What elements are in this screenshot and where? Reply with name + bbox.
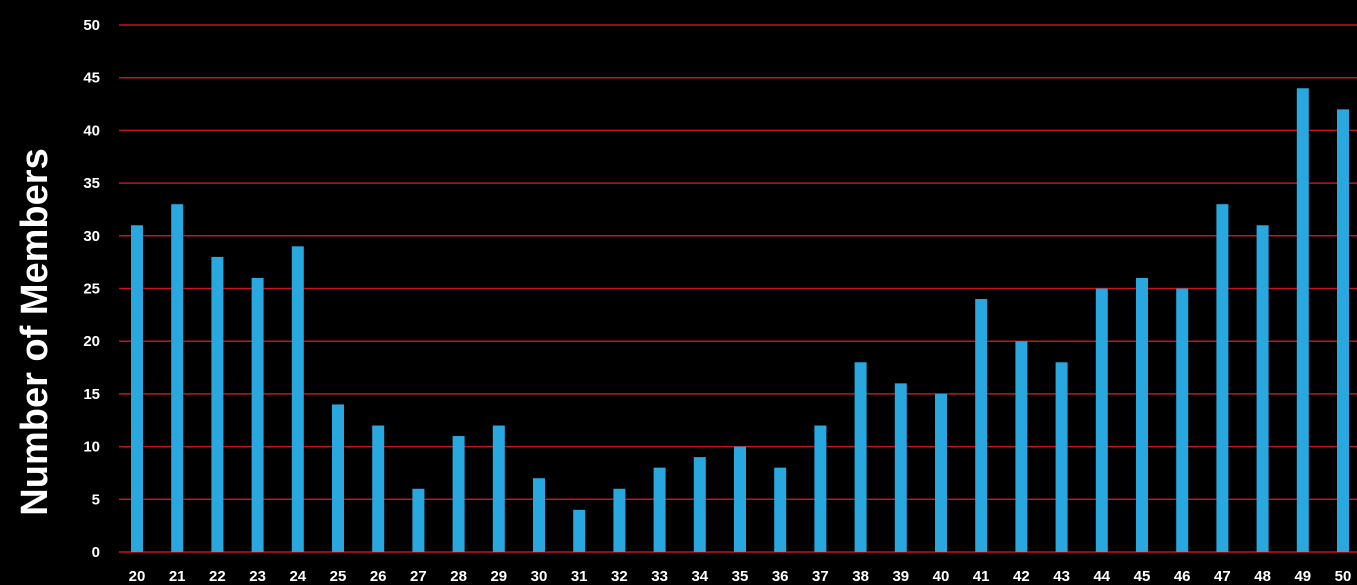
y-tick-label: 40 [83,122,100,139]
x-tick-label: 20 [129,568,146,585]
bar [412,488,425,552]
x-tick-label: 47 [1214,568,1231,585]
x-axis-ticks: 20 21 22 23 24 25 26 27 28 29 30 31 32 33 34 35 36 37 38 39… [129,568,1352,585]
bar [975,299,988,552]
x-tick-label: 28 [450,568,467,585]
y-tick-label: 20 [83,333,100,350]
x-tick-label: 41 [973,568,990,585]
x-tick-label: 49 [1294,568,1311,585]
x-tick-label: 32 [611,568,628,585]
bar [1337,109,1349,552]
bar [935,393,947,552]
bar [332,404,344,552]
x-tick-label: 25 [330,568,347,585]
x-tick-label: 34 [691,568,708,585]
x-tick-label: 46 [1174,568,1191,585]
bar [734,446,746,552]
x-tick-label: 22 [209,568,226,585]
bar [894,383,907,552]
bar [814,425,827,552]
bar [452,436,465,552]
y-tick-label: 50 [83,17,100,34]
x-tick-label: 30 [531,568,548,585]
bar [653,467,666,552]
x-tick-label: 50 [1335,568,1352,585]
y-tick-label: 35 [83,175,100,192]
bar [1296,88,1309,553]
x-tick-label: 36 [772,568,789,585]
bar [1216,204,1229,552]
bar [1015,341,1028,552]
x-tick-label: 35 [732,568,749,585]
x-tick-label: 38 [852,568,869,585]
y-tick-label: 5 [92,491,100,508]
gridlines [119,24,1357,553]
x-tick-label: 26 [370,568,387,585]
x-tick-label: 43 [1053,568,1070,585]
bar [291,246,304,552]
bar [251,277,264,552]
bar [372,425,385,552]
bar [1136,277,1148,552]
bar [573,509,586,552]
bars [131,88,1349,553]
x-tick-label: 44 [1093,568,1110,585]
bar [533,478,545,552]
x-tick-label: 24 [289,568,306,585]
x-tick-label: 42 [1013,568,1030,585]
y-tick-label: 0 [92,544,100,561]
x-tick-label: 27 [410,568,427,585]
x-tick-label: 48 [1254,568,1271,585]
x-tick-label: 31 [571,568,588,585]
y-tick-label: 15 [83,386,100,403]
bar [492,425,505,552]
y-tick-label: 25 [83,281,100,298]
bar [1095,288,1108,552]
bar [211,256,224,552]
bar [854,362,867,552]
y-axis-ticks: 0 5 10 15 20 25 30 35 40 45 50 [83,17,100,561]
x-tick-label: 45 [1134,568,1151,585]
x-tick-label: 33 [651,568,668,585]
bar [774,467,787,552]
x-tick-label: 40 [933,568,950,585]
bar [1176,288,1189,552]
bar [693,457,706,552]
y-tick-label: 10 [83,439,100,456]
x-tick-label: 21 [169,568,186,585]
x-tick-label: 29 [490,568,507,585]
bar [613,488,626,552]
y-axis-title: Number of Members [14,148,56,515]
x-tick-label: 23 [249,568,266,585]
bar [1256,225,1269,552]
x-tick-label: 39 [892,568,909,585]
y-tick-label: 45 [83,70,100,87]
bar [131,225,143,552]
bar [1055,362,1068,552]
bar [171,204,184,552]
x-tick-label: 37 [812,568,829,585]
y-tick-label: 30 [83,228,100,245]
